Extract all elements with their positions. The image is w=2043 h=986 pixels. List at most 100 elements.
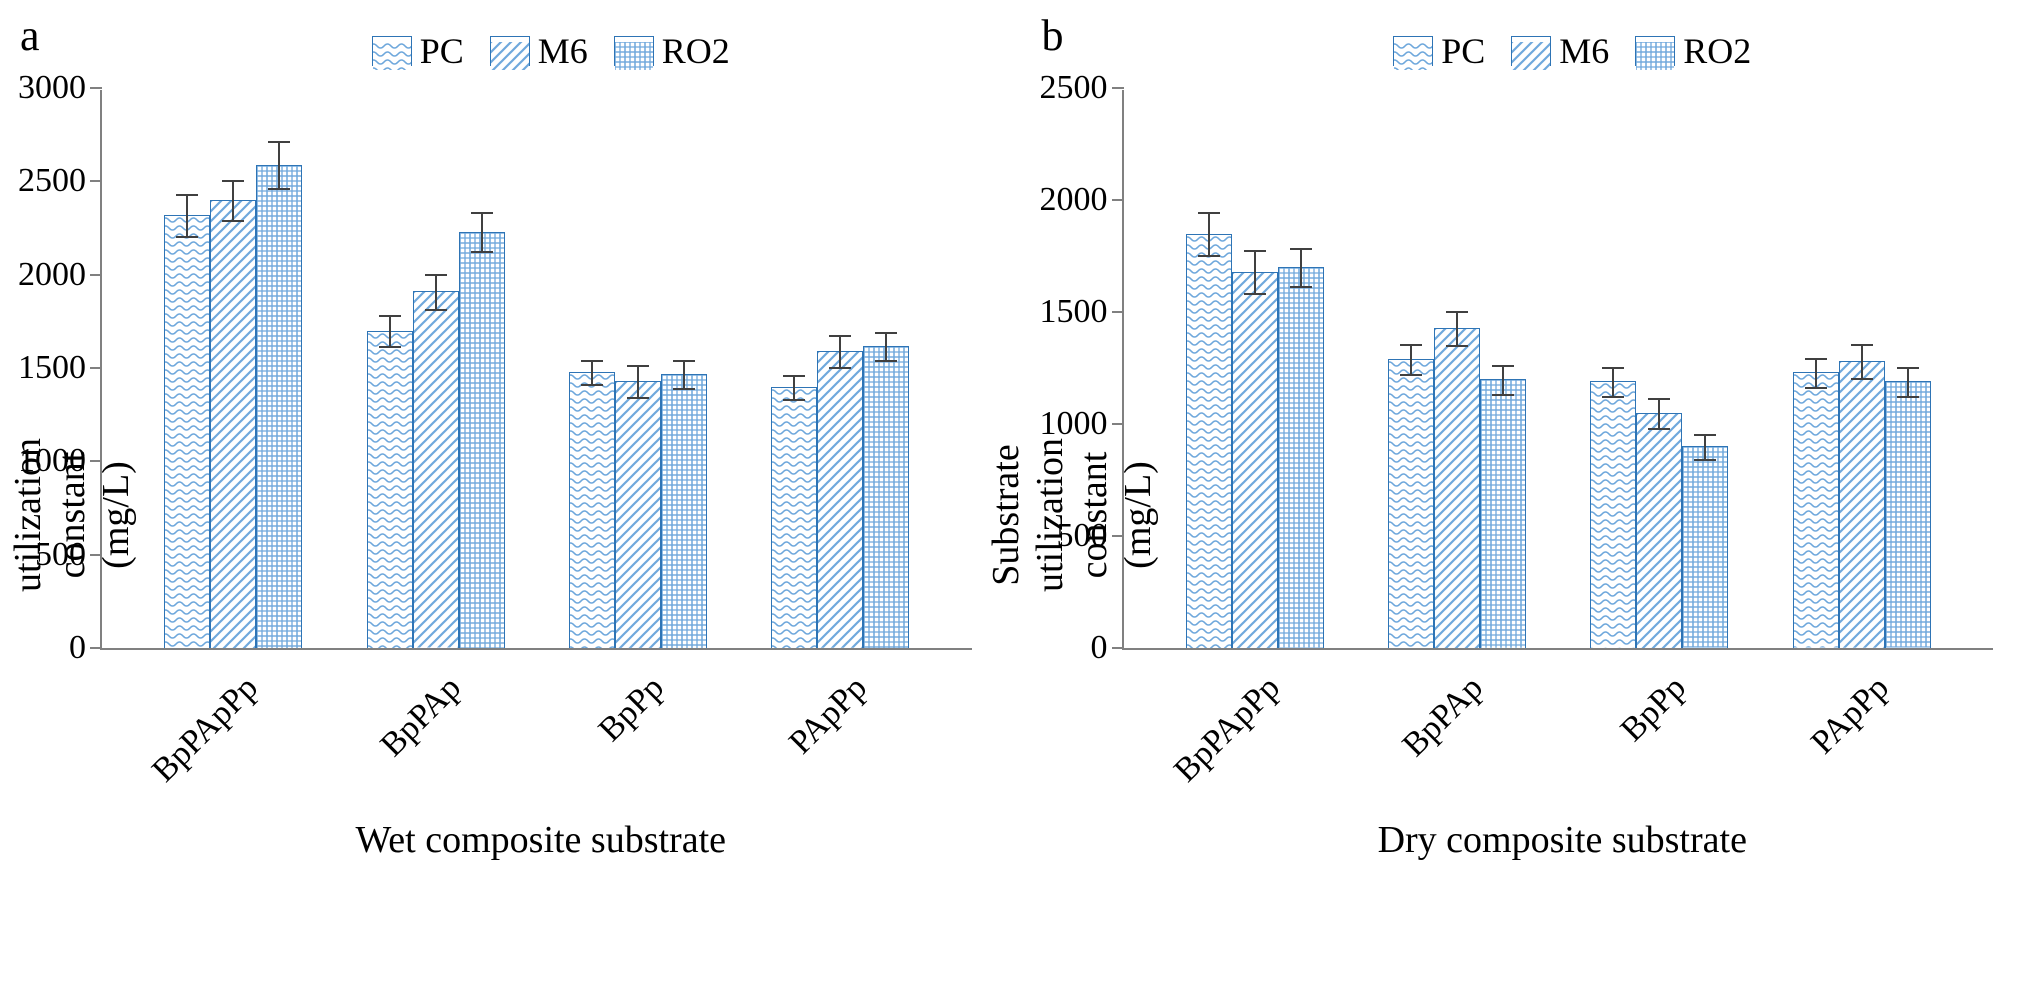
- bar-group: [367, 232, 505, 648]
- error-bar: [1410, 344, 1412, 375]
- legend-label: PC: [420, 30, 464, 72]
- error-bar: [186, 194, 188, 239]
- x-tick-label: BpPAp: [372, 634, 570, 832]
- bar: [569, 372, 615, 648]
- chart-wrap-b: Substrate utilization constant (mg/L) 05…: [1042, 90, 2024, 862]
- error-bar: [1456, 311, 1458, 347]
- y-tick-label: 1000: [1040, 405, 1124, 443]
- bar: [164, 215, 210, 648]
- bar: [771, 387, 817, 648]
- bar-group: [1793, 361, 1931, 648]
- y-tick-label: 1500: [18, 349, 102, 387]
- swatch-diag-icon: [1511, 36, 1551, 66]
- bar: [1480, 379, 1526, 648]
- error-bar: [683, 360, 685, 390]
- bar: [1388, 359, 1434, 648]
- bar: [817, 351, 863, 648]
- plot-area-b: 05001000150020002500: [1122, 90, 1994, 650]
- error-bar: [1704, 434, 1706, 461]
- legend-a: PC M6 RO2: [20, 20, 1002, 90]
- bar-group: [771, 346, 909, 648]
- legend-item-m6: M6: [1511, 30, 1609, 72]
- bar: [256, 165, 302, 648]
- x-tick-label: BpPApPp: [1190, 634, 1388, 832]
- bar: [413, 291, 459, 648]
- y-tick-label: 0: [69, 629, 102, 667]
- swatch-grid-icon: [614, 36, 654, 66]
- bar: [1636, 413, 1682, 648]
- bar: [1793, 372, 1839, 648]
- error-bar: [637, 365, 639, 399]
- error-bar: [1907, 367, 1909, 398]
- x-tick-label: PApPp: [777, 634, 975, 832]
- swatch-wave-icon: [372, 36, 412, 66]
- error-bar: [1861, 344, 1863, 380]
- legend-b: PC M6 RO2: [1042, 20, 2024, 90]
- legend-label: M6: [1559, 30, 1609, 72]
- bars-area-a: [102, 90, 972, 648]
- bar: [1590, 381, 1636, 648]
- error-bar: [885, 332, 887, 362]
- bar: [863, 346, 909, 648]
- bar-group: [1186, 234, 1324, 648]
- bar-group: [1590, 381, 1728, 648]
- error-bar: [1658, 398, 1660, 429]
- swatch-wave-icon: [1393, 36, 1433, 66]
- figure-two-panels: a PC M6 RO2 Substrate utilization consta…: [20, 20, 2023, 862]
- y-tick-label: 1000: [18, 442, 102, 480]
- plot-area-a: 050010001500200025003000: [100, 90, 972, 650]
- swatch-grid-icon: [1635, 36, 1675, 66]
- swatch-diag-icon: [490, 36, 530, 66]
- y-tick-label: 2500: [1040, 69, 1124, 107]
- y-tick-label: 1500: [1040, 293, 1124, 331]
- panel-letter-b: b: [1042, 10, 1064, 61]
- bar: [210, 200, 256, 648]
- bar: [1839, 361, 1885, 648]
- bar-group: [164, 165, 302, 648]
- x-tick-label: PApPp: [1799, 634, 1997, 832]
- error-bar: [278, 141, 280, 190]
- bar-group: [1388, 328, 1526, 648]
- bar: [1186, 234, 1232, 648]
- error-bar: [1502, 365, 1504, 396]
- y-tick-label: 3000: [18, 69, 102, 107]
- error-bar: [232, 180, 234, 221]
- y-tick-label: 0: [1091, 629, 1124, 667]
- bar: [661, 374, 707, 648]
- bar: [367, 331, 413, 648]
- x-tick-label: BpPp: [1596, 634, 1794, 832]
- y-tick-label: 2000: [18, 256, 102, 294]
- bar: [1434, 328, 1480, 648]
- panel-a: a PC M6 RO2 Substrate utilization consta…: [20, 20, 1002, 862]
- bar: [459, 232, 505, 648]
- error-bar: [793, 375, 795, 401]
- error-bar: [1612, 367, 1614, 398]
- legend-item-ro2: RO2: [614, 30, 730, 72]
- x-tick-label: BpPp: [575, 634, 773, 832]
- bar: [1682, 446, 1728, 648]
- legend-label: M6: [538, 30, 588, 72]
- bar: [1232, 272, 1278, 648]
- y-tick-label: 500: [1057, 517, 1124, 555]
- bar: [1278, 267, 1324, 648]
- error-bar: [481, 212, 483, 253]
- legend-label: RO2: [1683, 30, 1751, 72]
- chart-wrap-a: Substrate utilization constant (mg/L) 05…: [20, 90, 1002, 862]
- error-bar: [1254, 250, 1256, 295]
- panel-b: b PC M6 RO2 Substrate utilization consta…: [1042, 20, 2024, 862]
- bar: [615, 381, 661, 648]
- y-tick-label: 2000: [1040, 181, 1124, 219]
- x-tick-label: BpPApPp: [169, 634, 367, 832]
- y-tick-label: 2500: [18, 162, 102, 200]
- panel-letter-a: a: [20, 10, 40, 61]
- legend-label: PC: [1441, 30, 1485, 72]
- error-bar: [1300, 248, 1302, 288]
- error-bar: [839, 335, 841, 369]
- error-bar: [1815, 358, 1817, 389]
- x-labels-a: BpPApPpBpPApBpPpPApPp: [100, 658, 972, 788]
- error-bar: [591, 360, 593, 386]
- bar: [1885, 381, 1931, 648]
- error-bar: [389, 315, 391, 349]
- legend-item-pc: PC: [1393, 30, 1485, 72]
- bar-group: [569, 372, 707, 648]
